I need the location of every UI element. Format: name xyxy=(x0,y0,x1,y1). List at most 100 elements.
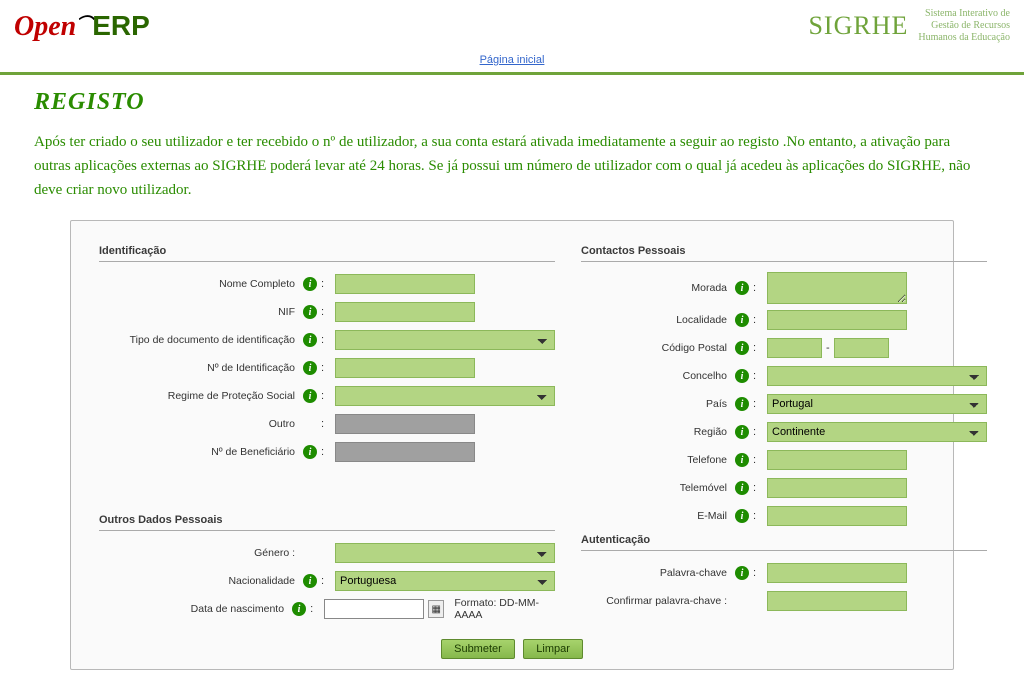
input-confirmar[interactable] xyxy=(767,591,907,611)
select-nacionalidade[interactable]: Portuguesa xyxy=(335,571,555,591)
field-email: E-Mail i : xyxy=(581,504,987,528)
label-palavra-chave: Palavra-chave xyxy=(581,567,731,579)
input-localidade[interactable] xyxy=(767,310,907,330)
logo-sigrhe-block: SIGRHE Sistema Interativo de Gestão de R… xyxy=(808,8,1010,44)
home-link[interactable]: Página inicial xyxy=(480,54,545,66)
input-nif[interactable] xyxy=(335,302,475,322)
label-outro: Outro xyxy=(99,418,299,430)
calendar-icon[interactable]: ▦ xyxy=(428,600,444,618)
info-icon[interactable]: i xyxy=(735,566,749,580)
field-tipo-doc: Tipo de documento de identificação i : xyxy=(99,328,555,352)
logo-openerp: Open⌒ERP xyxy=(14,10,150,43)
info-icon[interactable]: i xyxy=(735,397,749,411)
label-tipo-doc: Tipo de documento de identificação xyxy=(99,334,299,346)
label-pais: País xyxy=(581,398,731,410)
label-concelho: Concelho xyxy=(581,370,731,382)
section-identificacao: Identificação xyxy=(99,245,555,262)
field-outro: Outro : xyxy=(99,412,555,436)
field-nome: Nome Completo i : xyxy=(99,272,555,296)
field-localidade: Localidade i : xyxy=(581,308,987,332)
input-nome[interactable] xyxy=(335,274,475,294)
field-telefone: Telefone i : xyxy=(581,448,987,472)
label-genero: Género : xyxy=(99,547,299,559)
field-data-nasc: Data de nascimento i : ▦ Formato: DD-MM-… xyxy=(99,597,555,621)
select-concelho[interactable] xyxy=(767,366,987,386)
section-autenticacao: Autenticação xyxy=(581,534,987,551)
input-cod-postal-1[interactable] xyxy=(767,338,822,358)
input-cod-postal-2[interactable] xyxy=(834,338,889,358)
label-morada: Morada xyxy=(581,282,731,294)
field-nif: NIF i : xyxy=(99,300,555,324)
info-icon[interactable]: i xyxy=(735,341,749,355)
input-palavra-chave[interactable] xyxy=(767,563,907,583)
label-telefone: Telefone xyxy=(581,454,731,466)
postal-separator: - xyxy=(826,342,830,354)
logo-erp-text: ERP xyxy=(92,10,150,41)
input-num-id[interactable] xyxy=(335,358,475,378)
clear-button[interactable]: Limpar xyxy=(523,639,583,659)
info-icon[interactable]: i xyxy=(303,574,317,588)
label-nome: Nome Completo xyxy=(99,278,299,290)
label-data-nasc: Data de nascimento xyxy=(99,603,288,615)
info-icon[interactable]: i xyxy=(735,453,749,467)
right-column: Contactos Pessoais Morada i : Localidade… xyxy=(581,239,987,625)
select-genero[interactable] xyxy=(335,543,555,563)
select-tipo-doc[interactable] xyxy=(335,330,555,350)
field-cod-postal: Código Postal i : - xyxy=(581,336,987,360)
info-icon[interactable]: i xyxy=(303,305,317,319)
label-num-id: Nº de Identificação xyxy=(99,362,299,374)
field-pais: País i : Portugal xyxy=(581,392,987,416)
label-localidade: Localidade xyxy=(581,314,731,326)
select-regime[interactable] xyxy=(335,386,555,406)
field-regiao: Região i : Continente xyxy=(581,420,987,444)
label-regiao: Região xyxy=(581,426,731,438)
input-data-nasc[interactable] xyxy=(324,599,424,619)
info-icon[interactable]: i xyxy=(735,369,749,383)
label-nif: NIF xyxy=(99,306,299,318)
field-telemovel: Telemóvel i : xyxy=(581,476,987,500)
select-pais[interactable]: Portugal xyxy=(767,394,987,414)
label-email: E-Mail xyxy=(581,510,731,522)
input-email[interactable] xyxy=(767,506,907,526)
field-regime: Regime de Proteção Social i : xyxy=(99,384,555,408)
input-telemovel[interactable] xyxy=(767,478,907,498)
label-confirmar: Confirmar palavra-chave : xyxy=(581,595,731,607)
home-row: Página inicial xyxy=(0,44,1024,75)
info-icon[interactable]: i xyxy=(735,281,749,295)
logo-accent: ⌒ xyxy=(76,16,92,33)
field-num-id: Nº de Identificação i : xyxy=(99,356,555,380)
select-regiao[interactable]: Continente xyxy=(767,422,987,442)
label-num-benef: Nº de Beneficiário xyxy=(99,446,299,458)
label-nacionalidade: Nacionalidade xyxy=(99,575,299,587)
section-contactos: Contactos Pessoais xyxy=(581,245,987,262)
info-icon[interactable]: i xyxy=(735,481,749,495)
info-icon[interactable]: i xyxy=(303,445,317,459)
info-icon[interactable]: i xyxy=(735,509,749,523)
info-icon[interactable]: i xyxy=(735,313,749,327)
field-palavra-chave: Palavra-chave i : xyxy=(581,561,987,585)
logo-open-text: Open xyxy=(14,11,76,42)
field-num-benef: Nº de Beneficiário i : xyxy=(99,440,555,464)
submit-button[interactable]: Submeter xyxy=(441,639,515,659)
input-telefone[interactable] xyxy=(767,450,907,470)
label-telemovel: Telemóvel xyxy=(581,482,731,494)
info-icon[interactable]: i xyxy=(303,333,317,347)
button-row: Submeter Limpar xyxy=(99,639,925,659)
sigrhe-description: Sistema Interativo de Gestão de Recursos… xyxy=(918,8,1010,44)
info-icon[interactable]: i xyxy=(292,602,306,616)
info-icon[interactable]: i xyxy=(735,425,749,439)
field-concelho: Concelho i : xyxy=(581,364,987,388)
label-regime: Regime de Proteção Social xyxy=(99,390,299,402)
info-icon[interactable]: i xyxy=(303,389,317,403)
form-box: Identificação Nome Completo i : NIF i : … xyxy=(70,220,954,670)
input-num-benef xyxy=(335,442,475,462)
textarea-morada[interactable] xyxy=(767,272,907,304)
page-title: REGISTO xyxy=(34,89,990,116)
info-icon[interactable]: i xyxy=(303,277,317,291)
page-wrap: REGISTO Após ter criado o seu utilizador… xyxy=(0,89,1024,690)
info-icon[interactable]: i xyxy=(303,361,317,375)
sigrhe-logo: SIGRHE xyxy=(808,11,908,41)
input-outro xyxy=(335,414,475,434)
field-morada: Morada i : xyxy=(581,272,987,304)
label-cod-postal: Código Postal xyxy=(581,342,731,354)
